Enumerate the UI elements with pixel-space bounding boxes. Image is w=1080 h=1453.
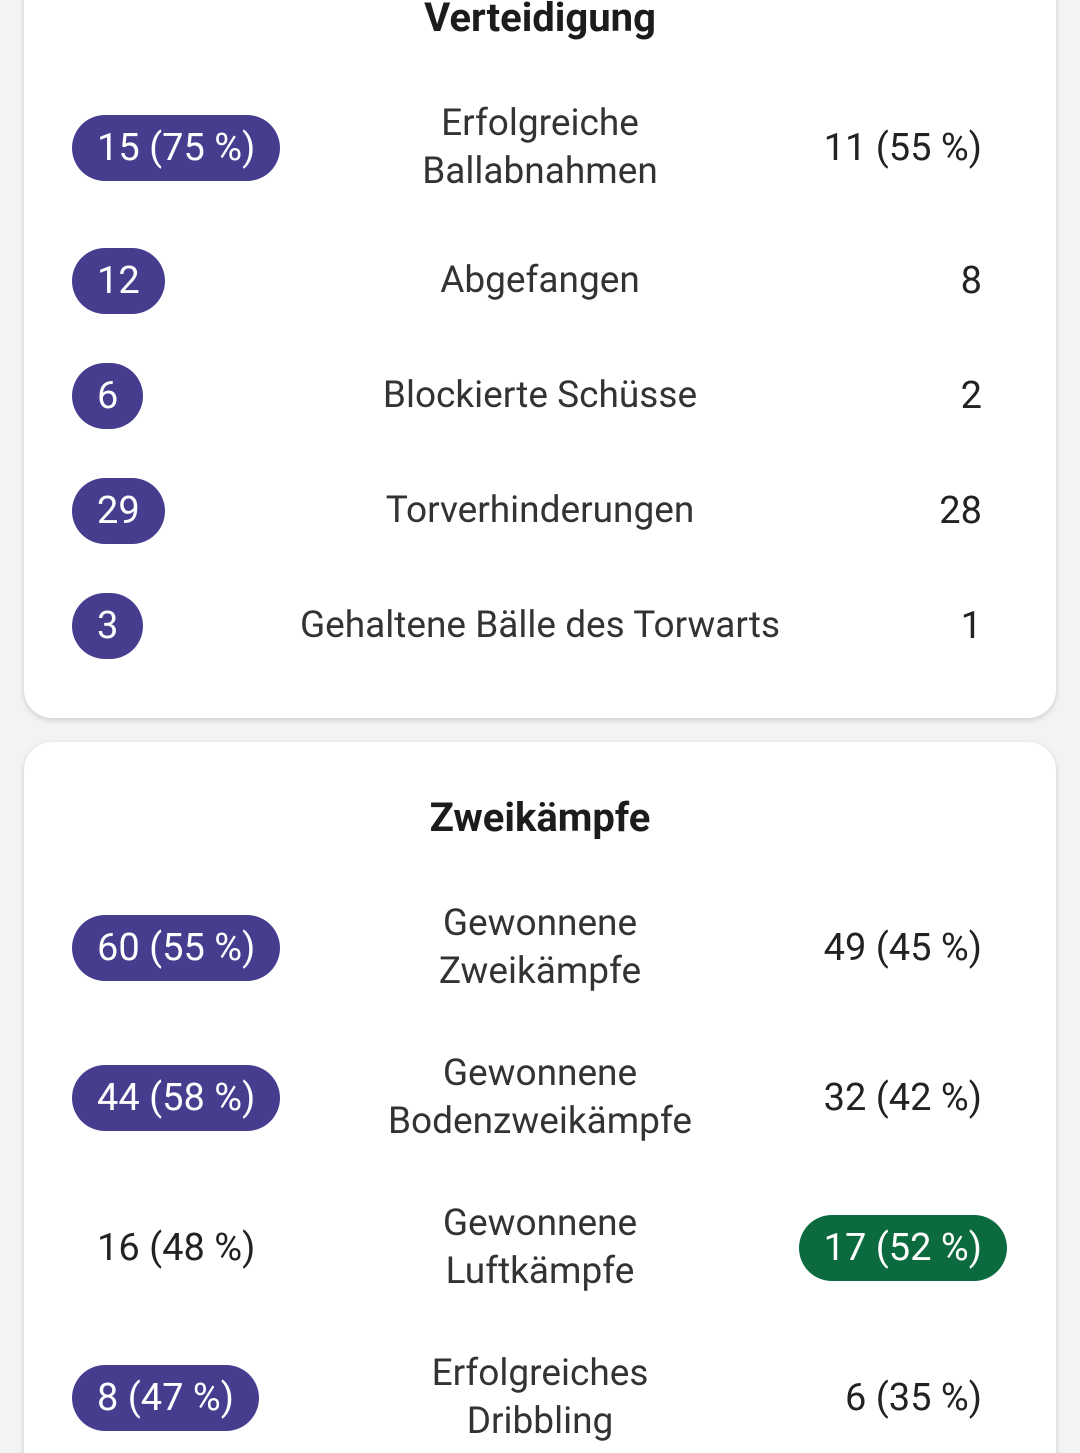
home-value: 16 (48 %) <box>97 1226 256 1270</box>
stat-row: Blockierte Schüsse 6 2 <box>24 338 1056 453</box>
home-value: 3 <box>72 592 144 659</box>
home-value: 15 (75 %) <box>72 115 281 181</box>
stats-card: Zweikämpfe Gewonnene Zweikämpfe 60 (55 %) 4… <box>24 742 1056 1453</box>
away-value: 28 <box>939 488 982 533</box>
stat-row: Abgefangen 12 8 <box>24 223 1056 338</box>
away-value: 49 (45 %) <box>823 926 982 970</box>
home-value: 60 (55 %) <box>72 915 281 981</box>
stats-card: Verteidigung Erfolgreiche Ballabnahmen 15 … <box>24 0 1056 718</box>
stat-label: Gewonnene Bodenzweikämpfe <box>387 1052 692 1143</box>
section-title: Zweikämpfe <box>429 794 651 841</box>
away-value: 17 (52 %) <box>798 1215 1007 1281</box>
home-value: 12 <box>72 247 165 314</box>
stat-row: Gehaltene Bälle des Torwarts 3 1 <box>24 568 1056 683</box>
stat-label: Blockierte Schüsse <box>382 373 698 417</box>
stat-row: Gewonnene Bodenzweikämpfe 44 (58 %) 32 (42… <box>24 1023 1056 1173</box>
stat-label: Gewonnene Luftkämpfe <box>442 1202 638 1293</box>
away-value: 11 (55 %) <box>823 126 982 170</box>
home-value: 6 <box>72 362 144 429</box>
stat-label: Torverhinderungen <box>385 488 695 532</box>
away-value: 32 (42 %) <box>823 1076 982 1120</box>
home-value: 44 (58 %) <box>72 1065 281 1131</box>
stat-row: Gewonnene Zweikämpfe 60 (55 %) 49 (45 %) <box>24 873 1056 1023</box>
stat-row: Erfolgreiche Ballabnahmen 15 (75 %) 11 (55… <box>24 73 1056 223</box>
stat-row: Erfolgreiches Dribbling 8 (47 %) 6 (35 %) <box>24 1323 1056 1453</box>
stat-label: Erfolgreiche Ballabnahmen <box>422 102 658 193</box>
home-value: 29 <box>72 477 165 544</box>
home-value: 8 (47 %) <box>72 1365 259 1431</box>
stat-label: Gehaltene Bälle des Torwarts <box>299 603 781 647</box>
away-value: 8 <box>960 258 982 303</box>
stat-label: Gewonnene Zweikämpfe <box>438 902 642 993</box>
away-value: 1 <box>960 603 982 648</box>
stat-label: Erfolgreiches Dribbling <box>431 1352 649 1443</box>
stat-label: Abgefangen <box>440 258 640 302</box>
away-value: 6 (35 %) <box>845 1376 982 1420</box>
stat-row: Torverhinderungen 29 28 <box>24 453 1056 568</box>
away-value: 2 <box>960 373 982 418</box>
section-title: Verteidigung <box>424 0 656 41</box>
stat-row: Gewonnene Luftkämpfe 16 (48 %) 17 (52 %) <box>24 1173 1056 1323</box>
